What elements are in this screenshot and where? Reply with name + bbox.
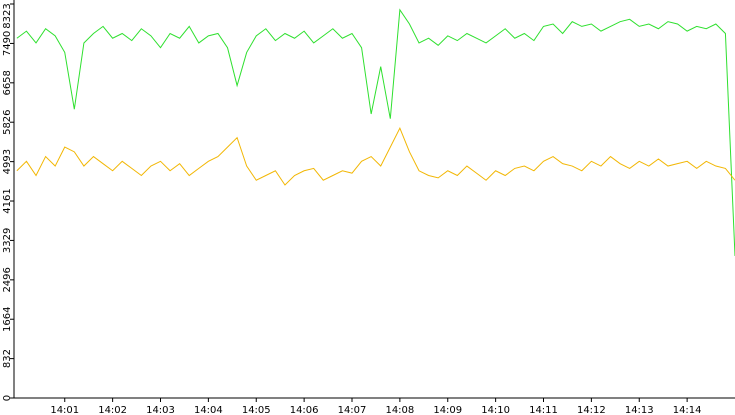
x-tick-label: 14:05 xyxy=(242,405,271,415)
y-tick-label: 2496 xyxy=(2,267,13,292)
y-tick-label: 6658 xyxy=(2,70,13,95)
y-tick-label: 832 xyxy=(2,349,13,368)
y-tick-label: 7490 xyxy=(2,31,13,56)
x-tick-label: 14:12 xyxy=(577,405,606,415)
line-series xyxy=(16,126,735,186)
y-tick-label: 0 xyxy=(2,395,13,401)
y-tick-label: 5826 xyxy=(2,109,13,134)
x-tick-label: 14:14 xyxy=(673,405,702,415)
x-tick-label: 14:01 xyxy=(50,405,79,415)
y-tick-label: 8323 xyxy=(2,3,13,28)
x-tick-label: 14:08 xyxy=(385,405,414,415)
x-tick-label: 14:10 xyxy=(481,405,510,415)
x-tick-label: 14:13 xyxy=(625,405,654,415)
y-tick-label: 4993 xyxy=(2,149,13,174)
y-tick-label: 4161 xyxy=(2,188,13,213)
x-tick-label: 14:04 xyxy=(194,405,223,415)
x-tick-label: 14:09 xyxy=(433,405,462,415)
y-tick-label: 3329 xyxy=(2,228,13,253)
x-tick-label: 14:11 xyxy=(529,405,558,415)
x-tick-label: 14:07 xyxy=(338,405,367,415)
x-tick-label: 14:06 xyxy=(290,405,319,415)
y-tick-label: 1664 xyxy=(2,307,13,332)
line-series xyxy=(16,8,735,257)
x-tick-label: 14:02 xyxy=(98,405,127,415)
x-tick-label: 14:03 xyxy=(146,405,175,415)
